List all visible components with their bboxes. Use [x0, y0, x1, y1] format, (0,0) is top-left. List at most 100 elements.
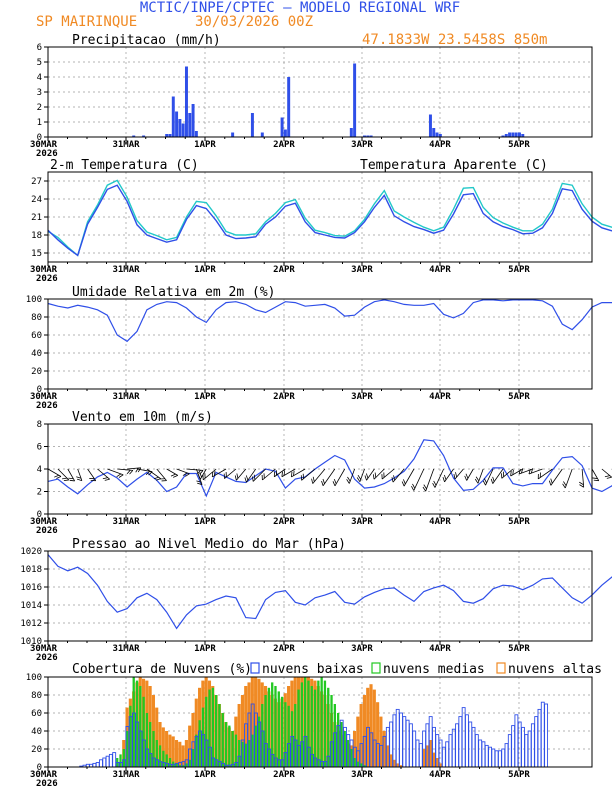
cloud-mid-bar [274, 686, 277, 767]
wind-barb-feather [374, 472, 377, 478]
x-label-day: 3APR [351, 392, 373, 402]
cloud-mid-bar [185, 763, 188, 767]
y-tick-label: 4 [37, 73, 42, 83]
y-tick-label: 24 [31, 195, 42, 205]
wind-barb [273, 468, 286, 478]
cloud-mid-bar [201, 707, 205, 767]
precip-bar [184, 66, 188, 137]
cloud-mid-bar [257, 716, 261, 767]
x-label-first: 30MAR [30, 140, 58, 150]
wind-barb-feather [62, 477, 68, 480]
y-tick-label: 27 [31, 177, 42, 187]
cloud-mid-bar [287, 705, 290, 767]
wind-barb-shaft [403, 468, 415, 487]
wind-barb-shaft [224, 468, 237, 479]
cloud-low-bar [514, 714, 519, 768]
wind-barb-feather [56, 476, 62, 479]
cloud-high-bar [184, 740, 188, 767]
cloud-low-bar [468, 721, 473, 768]
wind-barb-feather [234, 475, 237, 481]
wind-barb-feather [411, 486, 415, 491]
cloud-low-bar [105, 755, 110, 768]
cloud-mid-bar [363, 765, 366, 767]
wind-barb-feather [116, 473, 122, 477]
cloud-mid-bar [145, 713, 149, 767]
cloud-low-bar [399, 712, 403, 768]
x-label-first: 30MAR [30, 265, 58, 275]
y-tick-label: 1014 [20, 601, 42, 611]
y-tick-label: 5 [37, 58, 42, 68]
x-label-day: 4APR [429, 644, 451, 654]
wind-barb-shaft [199, 468, 207, 480]
y-tick-label: 3 [37, 88, 42, 98]
header-run-date: 30/03/2026 00Z [195, 14, 313, 30]
x-label-day: 31MAR [112, 265, 140, 275]
wind-barb-feather [403, 479, 406, 485]
cloud-high-bar [188, 725, 192, 767]
wind-barb [176, 468, 190, 477]
x-label-day: 2APR [273, 392, 295, 402]
cloud-mid-bar [149, 722, 152, 767]
wind-barb [87, 468, 97, 482]
cloud-low-bar [517, 721, 522, 768]
wind-barb-feather [465, 473, 469, 479]
legend-high-swatch [496, 662, 506, 674]
cloud-low-bar [537, 708, 542, 768]
cloud-low-bar [458, 716, 463, 768]
x-label-day: 1APR [194, 770, 216, 780]
wind-barb-feather [593, 479, 599, 482]
wind-barb [107, 468, 124, 478]
precip-bar [508, 132, 512, 137]
wind-barb-feather [423, 484, 427, 490]
wind-barb-shaft [176, 468, 190, 475]
x-label-day: 2APR [273, 265, 295, 275]
x-label-day: 5APR [508, 392, 530, 402]
wind-barb-feather [312, 476, 315, 482]
wind-barb-feather [126, 469, 131, 475]
cloud-low-bar [507, 734, 512, 768]
header-coordinates: 47.1833W 23.5458S 850m [362, 32, 547, 48]
wind-barb [464, 468, 474, 481]
cloud-mid-bar [234, 734, 238, 767]
wind-barb-feather [145, 470, 151, 475]
wind-barb [501, 468, 514, 479]
precip-bar [438, 134, 442, 137]
wind-title: Vento em 10m (m/s) [72, 410, 213, 425]
precip-bar [231, 132, 235, 137]
wind-barb-feather [244, 477, 247, 483]
wind-barb-feather [214, 470, 216, 476]
wind-barb-feather [604, 475, 610, 478]
cloud-mid-bar [353, 758, 356, 767]
wind-barb-shaft [67, 468, 76, 482]
cloud-mid-bar [340, 722, 343, 767]
cloud-low-bar [474, 734, 479, 768]
wind-barb-shaft [322, 468, 336, 487]
cloud-low-bar [95, 762, 100, 768]
cloud-mid-bar [175, 763, 178, 767]
x-label-year: 2026 [36, 779, 58, 789]
cloud-high-bar [158, 722, 162, 767]
cloud-low-bar [491, 748, 496, 768]
wind-barb [579, 468, 585, 488]
precip-bar [349, 128, 353, 137]
wind-barb-shaft [501, 468, 514, 479]
wind-barb-shaft [366, 468, 375, 481]
cloud-mid-bar [254, 725, 257, 767]
wind-barb [562, 468, 573, 489]
cloud-high-bar [237, 704, 241, 767]
precip-bar [366, 135, 370, 137]
cloud-low-bar [92, 762, 97, 768]
x-label-day: 1APR [194, 140, 216, 150]
wind-barb-feather [475, 476, 480, 482]
cloud-low-bar [392, 714, 397, 768]
wind-barb [411, 468, 425, 491]
cloud-mid-bar [304, 677, 307, 767]
x-label-day: 5APR [508, 644, 530, 654]
wind-barb-shaft [97, 468, 110, 480]
cloud-mid-bar [205, 696, 208, 767]
cloud-low-bar [534, 716, 539, 768]
wind-barb-shaft [117, 468, 133, 471]
